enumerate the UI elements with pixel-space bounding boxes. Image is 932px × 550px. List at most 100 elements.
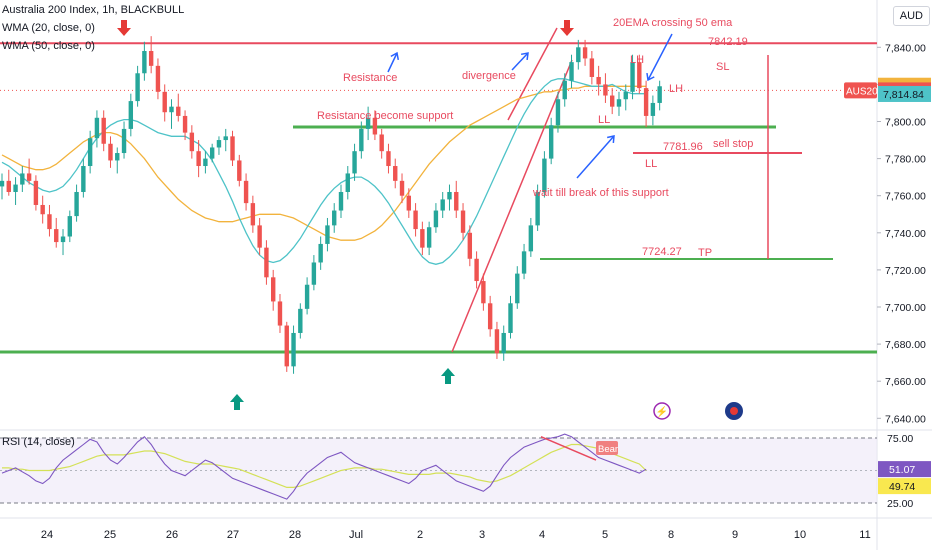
candle-body <box>616 99 622 107</box>
wma20-legend[interactable]: WMA (20, close, 0) <box>2 22 95 34</box>
divergence-line[interactable] <box>507 27 558 121</box>
resistance-level-label: 7842.19 <box>708 36 748 48</box>
symbol-price-tag[interactable] <box>844 82 877 99</box>
candle-body <box>542 158 547 192</box>
candle-body <box>440 199 445 211</box>
price-tick-label: 7,800.00 <box>885 117 926 129</box>
time-axis-label: 10 <box>794 529 806 541</box>
candle-body <box>338 191 344 211</box>
rsi-value-tag[interactable] <box>878 461 931 478</box>
candle-body <box>332 210 337 226</box>
wait-break-annotation: wait till break of this support <box>532 187 669 199</box>
candle-body <box>40 204 45 215</box>
candle-body <box>365 117 371 129</box>
candle-body <box>603 84 608 96</box>
time-axis-label: Jul <box>349 529 363 541</box>
candle-body <box>610 95 615 107</box>
price-tick-label: 7,740.00 <box>885 228 926 240</box>
candle-body <box>569 62 574 81</box>
rsi-legend[interactable]: RSI (14, close) <box>2 436 75 448</box>
candle-body <box>67 216 72 237</box>
candle-body <box>623 91 628 100</box>
time-axis-label: 26 <box>166 529 178 541</box>
time-axis-label: 9 <box>732 529 738 541</box>
lightning-icon[interactable] <box>653 402 671 420</box>
candle-body <box>209 147 215 159</box>
candle-body <box>108 143 113 161</box>
candle-body <box>101 117 106 144</box>
candle-body <box>535 191 540 226</box>
candle-body <box>230 136 235 161</box>
candle-body <box>494 329 500 354</box>
resistance-pointer-arrow <box>387 52 398 73</box>
candle-body <box>0 180 5 187</box>
candle-body <box>637 62 642 89</box>
candle-body <box>20 173 25 185</box>
candle-body <box>481 281 486 304</box>
resistance-support-annotation: Resistance become support <box>317 110 453 122</box>
currency-label[interactable]: AUD <box>892 6 930 26</box>
candle-body <box>264 247 269 278</box>
support-pointer-arrow <box>607 135 615 144</box>
candle-body <box>189 132 195 152</box>
time-axis-label: 3 <box>479 529 485 541</box>
buy-signal-arrow <box>230 394 244 410</box>
candle-body <box>26 173 32 181</box>
rsi-divergence-line[interactable] <box>540 436 597 461</box>
support-pointer-arrow <box>576 135 615 179</box>
candle-body <box>501 332 506 354</box>
price-tick-label: 7,780.00 <box>885 154 926 166</box>
candle-body <box>426 227 432 248</box>
stop-loss-label: SL <box>716 61 729 73</box>
uptrend-line[interactable] <box>451 59 573 353</box>
time-axis-label: 28 <box>289 529 301 541</box>
candle-body <box>277 301 283 326</box>
candle-body <box>352 151 357 174</box>
sell-signal-arrow <box>117 20 131 36</box>
divergence-annotation: divergence <box>462 70 516 82</box>
candle-body <box>298 308 303 333</box>
rsi-ma-value-tag[interactable] <box>878 478 931 495</box>
price-tick-label: 7,680.00 <box>885 339 926 351</box>
candle-body <box>460 210 466 233</box>
axis-price-tag[interactable] <box>878 85 931 102</box>
ema-cross-annotation: 20EMA crossing 50 ema <box>613 17 733 29</box>
price-tick-label: 7,660.00 <box>885 376 926 388</box>
divergence-pointer-arrow <box>511 52 529 71</box>
candle-body <box>311 262 317 285</box>
rsi-value-label: 51.07 <box>889 464 915 476</box>
candle-body <box>223 136 228 141</box>
rsi-line <box>1 433 647 500</box>
candle-body <box>650 102 656 116</box>
candle-body <box>257 225 262 248</box>
take-profit-label: TP <box>698 247 712 259</box>
candle-body <box>203 158 208 167</box>
candle-body <box>345 173 350 192</box>
price-tick-label: 7,720.00 <box>885 265 926 277</box>
candle-body <box>304 284 310 309</box>
lower-low-label: LL <box>645 158 657 170</box>
time-axis-label: 24 <box>41 529 53 541</box>
candle-body <box>474 258 479 282</box>
candle-body <box>630 62 635 92</box>
candle-body <box>359 128 364 152</box>
wma50-legend[interactable]: WMA (50, close, 0) <box>2 40 95 52</box>
bear-tag[interactable] <box>596 441 618 455</box>
candle-body <box>128 101 134 129</box>
candle-body <box>121 128 127 154</box>
time-axis-label: 25 <box>104 529 116 541</box>
sell-stop-label: sell stop <box>713 138 753 150</box>
candle-body <box>6 180 11 192</box>
sell-stop-level-label: 7781.96 <box>663 141 703 153</box>
candle-body <box>135 73 140 102</box>
time-axis-label: 27 <box>227 529 239 541</box>
resistance-pointer-arrow <box>390 51 400 61</box>
candle-body <box>271 277 276 302</box>
candle-body <box>162 91 167 113</box>
resistance-annotation: Resistance <box>343 72 397 84</box>
candle-body <box>372 117 378 135</box>
candle-body <box>318 243 323 263</box>
candle-body <box>420 229 425 248</box>
lower-low-label: LL <box>598 114 610 126</box>
